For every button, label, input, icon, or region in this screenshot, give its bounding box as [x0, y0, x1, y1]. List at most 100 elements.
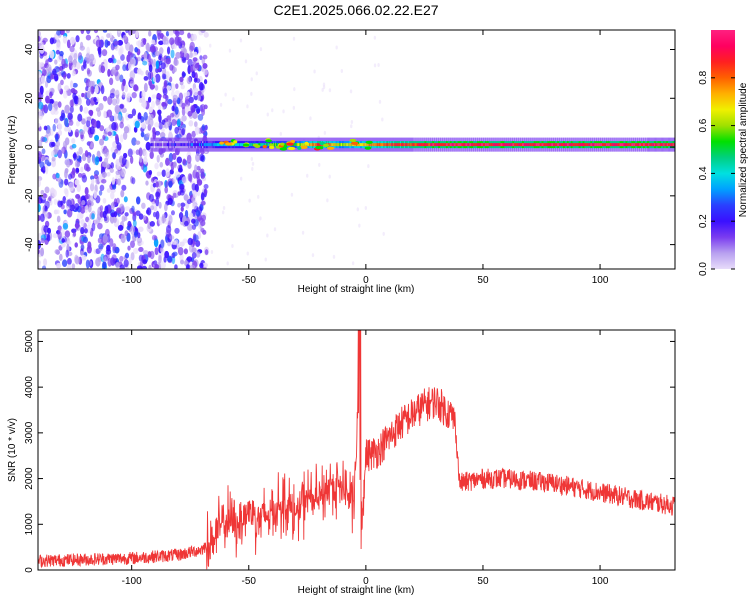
ridge-core: [220, 143, 223, 147]
noise-speck: [124, 84, 129, 93]
ridge-core: [445, 143, 449, 147]
noise-speck: [155, 73, 161, 83]
ridge-core: [301, 143, 304, 147]
noise-speck: [190, 104, 195, 114]
noise-speck: [126, 225, 131, 231]
noise-speck: [201, 214, 207, 222]
ridge-core: [469, 143, 473, 147]
noise-speck: [131, 205, 135, 213]
ridge-core: [224, 143, 227, 147]
noise-speck: [349, 89, 353, 94]
x-tick-label: -50: [242, 275, 257, 286]
noise-speck: [174, 171, 181, 178]
ridge-core: [516, 143, 519, 147]
ridge-core: [263, 143, 266, 147]
ridge-core: [338, 143, 341, 147]
noise-speck: [114, 89, 120, 96]
noise-speck: [63, 188, 69, 195]
noise-speck: [123, 216, 128, 221]
ridge-core: [393, 143, 395, 147]
noise-speck: [41, 69, 47, 76]
noise-speck: [165, 70, 170, 81]
noise-speck: [140, 131, 145, 138]
ridge-core: [343, 143, 346, 147]
ridge-core: [615, 143, 619, 147]
ridge-core: [665, 143, 668, 147]
noise-speck: [195, 251, 201, 258]
noise-speck: [56, 215, 61, 223]
ridge-core: [360, 143, 363, 147]
noise-speck: [145, 42, 150, 53]
ridge-core: [400, 143, 402, 147]
ridge-core: [671, 143, 674, 147]
noise-speck: [183, 194, 189, 202]
noise-speck: [99, 184, 105, 192]
ridge-blob: [262, 145, 267, 149]
noise-speck: [121, 82, 125, 92]
ridge-core: [170, 143, 173, 147]
noise-speck: [72, 82, 78, 88]
noise-speck: [224, 92, 227, 97]
noise-speck: [180, 259, 185, 265]
y-tick-label: 2000: [24, 467, 35, 490]
noise-speck: [165, 30, 170, 37]
noise-speck: [43, 54, 48, 61]
noise-speck: [53, 73, 59, 82]
noise-speck: [186, 91, 190, 97]
noise-speck: [103, 130, 108, 137]
ridge-core: [167, 143, 170, 147]
noise-speck: [72, 153, 77, 159]
x-tick-label: 0: [363, 275, 369, 286]
ridge-core: [666, 143, 669, 147]
noise-speck: [136, 236, 143, 244]
noise-speck: [107, 131, 112, 137]
ridge-core: [240, 143, 243, 147]
noise-speck: [115, 262, 120, 269]
noise-speck: [326, 198, 329, 203]
ridge-core: [543, 143, 547, 147]
noise-speck: [49, 37, 55, 45]
noise-speck: [148, 169, 153, 176]
ridge-core: [215, 143, 218, 147]
noise-speck: [251, 161, 255, 166]
ridge-core: [434, 143, 437, 147]
ridge-core: [369, 143, 372, 147]
ridge-core: [667, 143, 670, 147]
noise-speck: [201, 200, 206, 206]
noise-speck: [55, 140, 61, 147]
noise-speck: [59, 30, 65, 36]
noise-speck: [152, 76, 157, 83]
ridge-core: [653, 143, 656, 147]
noise-speck: [132, 219, 137, 228]
noise-speck: [101, 171, 107, 178]
ridge-core: [315, 143, 317, 147]
noise-speck: [251, 166, 254, 171]
noise-speck: [102, 261, 107, 269]
noise-speck: [85, 259, 90, 269]
noise-speck: [202, 69, 208, 76]
noise-speck: [139, 156, 143, 163]
noise-speck: [74, 179, 80, 186]
noise-speck: [170, 210, 175, 216]
noise-speck: [111, 254, 117, 262]
noise-speck: [155, 210, 160, 220]
ridge-core: [644, 143, 648, 147]
noise-speck: [154, 50, 160, 57]
ridge-core: [602, 143, 605, 147]
noise-speck: [115, 174, 120, 179]
ridge-core: [631, 143, 635, 147]
noise-speck: [153, 205, 158, 212]
ridge-core: [490, 143, 494, 147]
noise-speck: [38, 30, 41, 37]
noise-speck: [180, 206, 184, 212]
noise-speck: [143, 111, 148, 121]
ridge-core: [649, 143, 652, 147]
noise-speck: [123, 126, 130, 134]
x-tick-label: 0: [363, 576, 369, 587]
spectrogram-ridge: [150, 137, 675, 152]
ridge-core: [658, 143, 661, 147]
noise-speck: [142, 60, 148, 66]
ridge-core: [367, 143, 370, 147]
ridge-core: [648, 143, 651, 147]
noise-speck: [172, 66, 177, 73]
